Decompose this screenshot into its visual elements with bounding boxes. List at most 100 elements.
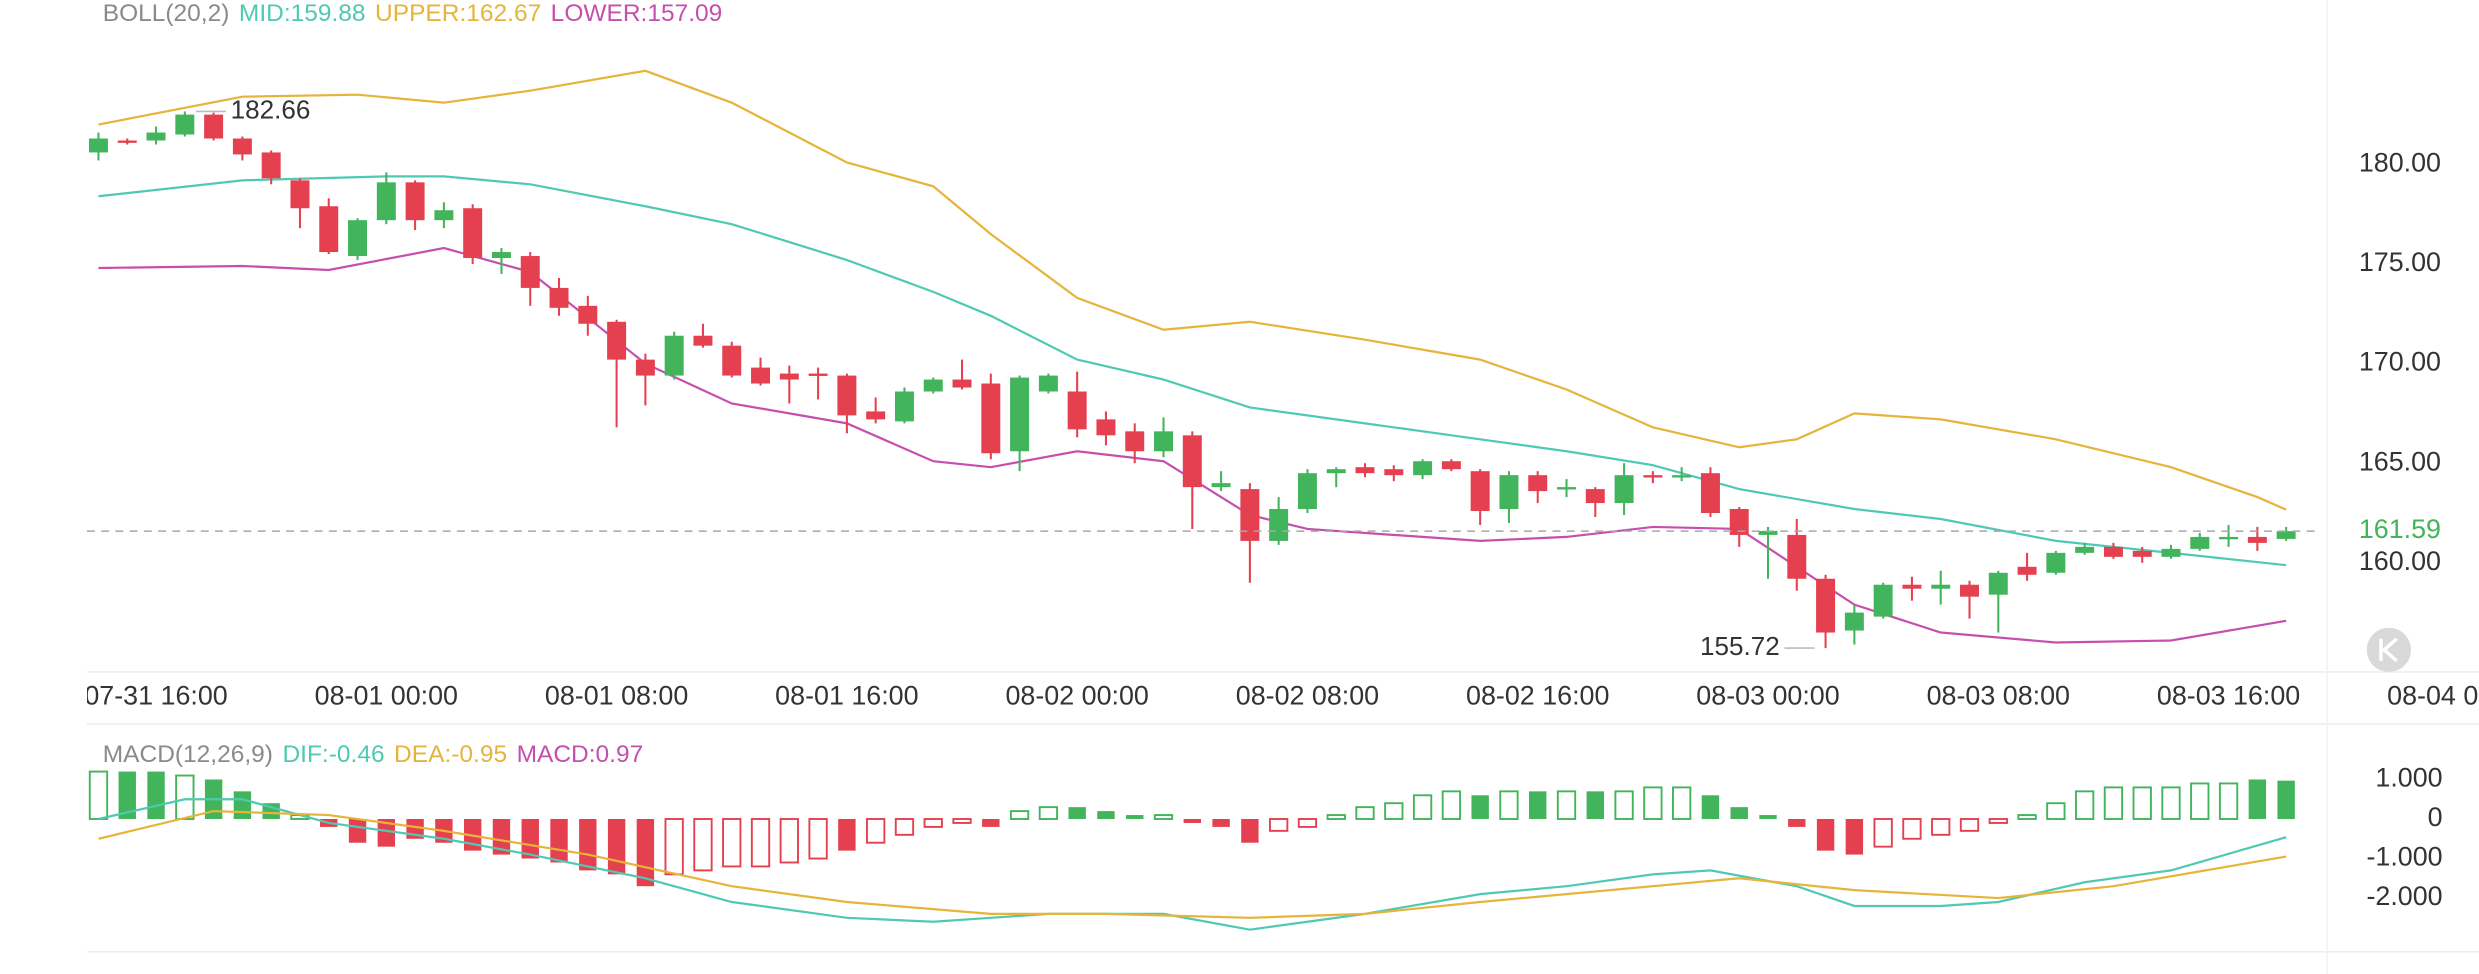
- button-circle[interactable]: [2366, 627, 2412, 672]
- candle-body: [232, 138, 252, 155]
- candle-body: [520, 256, 540, 288]
- macd-bar: [982, 819, 1000, 827]
- macd-bar: [550, 819, 568, 863]
- macd-bar: [521, 819, 539, 859]
- macd-bar: [750, 818, 771, 868]
- candle-body: [1873, 584, 1893, 617]
- macd-bar: [894, 818, 915, 836]
- button-icon[interactable]: [2379, 637, 2398, 663]
- candle-body: [1844, 612, 1864, 631]
- indicator-title: BOLL(20,2): [103, 0, 230, 27]
- macd-bar: [2103, 786, 2124, 820]
- macd-bar: [1701, 795, 1720, 820]
- macd-bar: [1730, 807, 1748, 820]
- candle-body: [376, 182, 396, 221]
- candle-body: [175, 114, 195, 135]
- candle-body: [751, 367, 771, 384]
- macd-bar: [664, 818, 684, 876]
- candle-body: [319, 206, 339, 253]
- candle-body: [866, 411, 886, 420]
- legend-entry: DIF:-0.46: [282, 741, 384, 768]
- macd-bar: [1241, 819, 1259, 843]
- candle-body: [2046, 552, 2066, 573]
- macd-bar: [1183, 819, 1201, 823]
- candle-body: [664, 335, 684, 376]
- macd-bar: [1556, 790, 1577, 820]
- candle-body: [1470, 471, 1490, 512]
- macd-bar: [779, 818, 799, 864]
- macd-bar: [2277, 780, 2295, 820]
- candle-body: [549, 287, 569, 308]
- macd-bar: [175, 774, 195, 820]
- candle-body: [923, 379, 943, 392]
- candle-body: [1988, 572, 2008, 595]
- macd-bar: [866, 818, 886, 844]
- candle-body: [1010, 377, 1030, 452]
- candle-body: [2075, 546, 2095, 553]
- macd-bar: [1068, 807, 1086, 820]
- candle-body: [779, 373, 799, 380]
- legend-entry: DEA:-0.95: [394, 741, 507, 768]
- candle-body: [2132, 550, 2152, 557]
- macd-bar: [1672, 786, 1692, 820]
- macd-bar: [2218, 782, 2239, 820]
- macd-bar: [1097, 811, 1115, 820]
- indicator-line: [98, 798, 2287, 931]
- macd-bar: [88, 770, 109, 820]
- candle-body: [491, 252, 511, 259]
- macd-bar: [1529, 791, 1547, 820]
- macd-bar: [1643, 786, 1663, 820]
- x-tick-label: 08-03 08:00: [1927, 680, 2070, 710]
- low-label: 155.72: [1700, 631, 1780, 661]
- candle-body: [88, 138, 108, 153]
- y-tick-label: -2.000: [2366, 881, 2442, 911]
- candle-body: [578, 305, 598, 324]
- x-tick-label: 08-02 16:00: [1466, 680, 1609, 710]
- candle-body: [1643, 475, 1663, 478]
- candle-body: [1154, 431, 1174, 452]
- macd-bar: [2132, 786, 2152, 820]
- candle-body: [952, 379, 972, 388]
- candle-body: [1585, 489, 1605, 504]
- collapse-button[interactable]: [2366, 627, 2412, 672]
- candle-body: [1269, 509, 1289, 541]
- macd-bar: [1153, 814, 1174, 820]
- macd-bar: [233, 791, 252, 820]
- macd-bar: [1297, 818, 1318, 828]
- macd-bar: [952, 818, 972, 824]
- y-tick-label: 165.00: [2359, 446, 2441, 476]
- last-price-label: 161.59: [2359, 514, 2441, 544]
- candle-body: [1326, 469, 1346, 474]
- y-tick-label: 170.00: [2359, 347, 2441, 377]
- candle-body: [1297, 473, 1317, 510]
- macd-bar: [492, 819, 511, 855]
- candle-body: [981, 383, 1001, 454]
- candle-body: [2190, 536, 2210, 549]
- macd-bar: [1614, 790, 1634, 820]
- candle-body: [1557, 487, 1576, 490]
- legend-entry: MACD:0.97: [517, 741, 644, 768]
- candle-body: [1038, 375, 1058, 392]
- macd-bar: [1988, 818, 2008, 824]
- candle-body: [204, 114, 224, 139]
- candle-body: [1816, 578, 1836, 633]
- legend-entry: LOWER:157.09: [551, 0, 723, 27]
- macd-bar: [1959, 818, 1980, 832]
- candle-body: [1499, 475, 1519, 510]
- indicator-line: [98, 809, 2287, 919]
- legend-entry: MID:159.88: [239, 0, 366, 27]
- candle-body: [1355, 467, 1375, 474]
- candle-body: [1758, 530, 1778, 535]
- candle-body: [635, 359, 655, 376]
- candle-body: [405, 182, 425, 221]
- y-tick-label: 160.00: [2359, 546, 2441, 576]
- macd-bar: [2248, 779, 2267, 820]
- macd-bar: [1499, 790, 1519, 820]
- macd-bar: [923, 818, 943, 828]
- candle-body: [2276, 531, 2296, 539]
- axis-layer: BOLL(20,2) MID:159.88 UPPER:162.67 LOWER:15…: [86, 0, 2443, 911]
- y-tick-label: 0: [2428, 802, 2443, 832]
- candle-body: [2103, 546, 2123, 557]
- macd-bar: [2190, 782, 2210, 820]
